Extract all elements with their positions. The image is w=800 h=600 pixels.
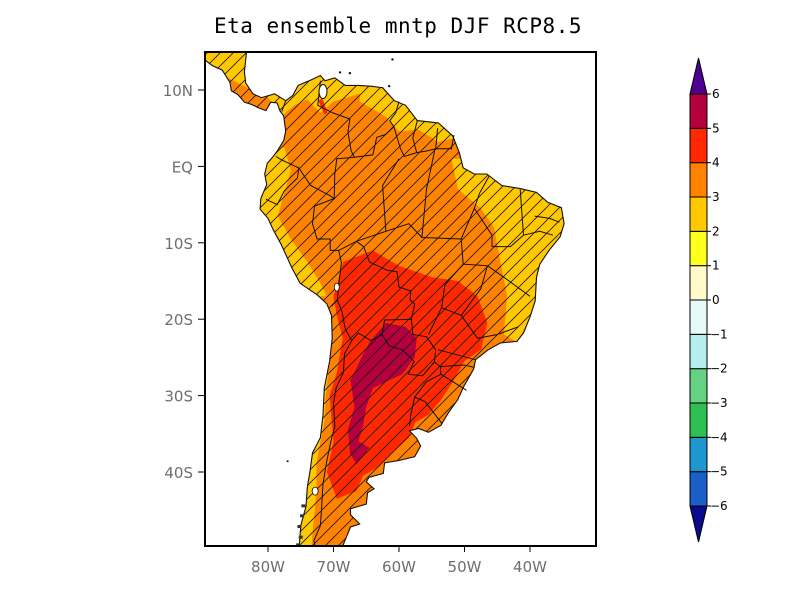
y-tick-label: 30S — [164, 388, 193, 406]
border-paraguay — [381, 319, 437, 377]
coastline — [206, 53, 565, 546]
colorbar-segment — [689, 471, 708, 507]
state-line-4 — [460, 175, 490, 240]
offshore-island — [286, 460, 289, 463]
y-axis: 10N EQ 10S 20S 30S 40S — [163, 82, 205, 482]
colorbar-label: 2 — [712, 224, 720, 238]
fjord-island — [300, 514, 305, 518]
caribbean-island — [391, 58, 394, 61]
colorbar-label: −3 — [710, 396, 728, 410]
colorbar-under-arrow — [689, 505, 708, 543]
chiloe-gap — [311, 486, 319, 496]
map-frame — [204, 51, 597, 547]
border-guianas-brazil — [393, 126, 455, 158]
state-line-7 — [428, 307, 443, 335]
colorbar-label: −6 — [710, 499, 728, 513]
lake-maracaibo — [318, 84, 328, 100]
y-tick-label: EQ — [172, 158, 193, 176]
chart-title-text: Eta ensemble mntp DJF RCP8.5 — [213, 14, 582, 38]
caribbean-island — [348, 71, 352, 75]
border-venezuela-guyana-brazil — [354, 101, 400, 158]
colorbar-segment — [689, 162, 708, 198]
chart-title: Eta ensemble mntp DJF RCP8.5 — [0, 14, 800, 38]
caribbean-island — [378, 28, 380, 30]
colorbar-label: −4 — [710, 430, 728, 444]
state-line-2 — [382, 158, 400, 232]
colorbar-segment — [689, 127, 708, 164]
caribbean-island — [338, 71, 342, 74]
state-line-11 — [523, 230, 554, 236]
fjord-island — [298, 535, 303, 539]
fjord-island — [301, 504, 306, 508]
colorbar: −6 −5 −4 −3 −2 −1 0 1 2 3 4 5 6 — [689, 57, 728, 543]
y-tick-label: 40S — [164, 464, 193, 482]
country-borders — [265, 80, 560, 546]
state-line-6 — [441, 263, 488, 317]
fjord-island — [295, 548, 299, 551]
border-uruguay-argentina — [409, 396, 416, 427]
colorbar-segment — [689, 299, 708, 335]
colorbar-label: 5 — [712, 121, 720, 135]
colorbar-label: 6 — [712, 87, 720, 101]
colorbar-label: 0 — [712, 293, 720, 307]
border-colombia-venezuela — [317, 80, 355, 158]
y-tick-label: 10N — [163, 82, 193, 100]
border-chile-argentina — [313, 299, 353, 546]
border-panama-colombia — [281, 100, 287, 112]
colorbar-label: 3 — [712, 190, 720, 204]
state-line-12 — [440, 364, 474, 368]
colorbar-label: 1 — [712, 259, 720, 273]
caribbean-island — [387, 84, 391, 88]
y-tick-label: 10S — [164, 235, 193, 253]
colorbar-label: −2 — [710, 362, 728, 376]
colorbar-segment — [689, 333, 708, 370]
fjord-island — [296, 543, 301, 546]
border-bolivia — [338, 240, 416, 342]
y-tick-label: 20S — [164, 311, 193, 329]
colorbar-over-arrow — [689, 57, 708, 95]
colorbar-segment — [689, 436, 708, 473]
significance-hatching — [206, 53, 565, 546]
colorbar-segment — [689, 368, 708, 404]
colorbar-segment — [689, 93, 708, 129]
hispaniola — [307, 17, 343, 29]
x-tick-label: 60W — [382, 558, 416, 576]
x-tick-label: 50W — [448, 558, 482, 576]
border-guyana-suriname — [412, 120, 418, 153]
state-line-8 — [460, 315, 519, 339]
state-line-13 — [440, 373, 467, 391]
x-tick-label: 80W — [251, 558, 285, 576]
x-tick-label: 70W — [317, 558, 351, 576]
state-line-9 — [487, 265, 531, 297]
islands — [286, 17, 394, 553]
fjord-island — [302, 550, 306, 553]
colorbar-label: −1 — [710, 327, 728, 341]
border-ecuador-peru — [265, 167, 300, 206]
colorbar-segment — [689, 196, 708, 232]
colorbar-segment — [689, 230, 708, 267]
map-plot-area — [206, 17, 565, 553]
fjord-island — [297, 525, 302, 529]
caribbean-island — [385, 35, 387, 37]
lake-titicaca — [333, 282, 340, 292]
land-fill — [206, 53, 565, 546]
colorbar-segment — [689, 402, 708, 438]
colorbar-label: 4 — [712, 156, 720, 170]
caribbean-island — [390, 47, 392, 49]
state-line-10 — [534, 215, 560, 223]
x-tick-label: 40W — [513, 558, 547, 576]
caribbean-island — [368, 26, 370, 28]
colorbar-segment — [689, 265, 708, 301]
colorbar-label: −5 — [710, 465, 728, 479]
border-colombia-south — [275, 156, 355, 200]
state-line-14 — [438, 349, 476, 361]
state-line-5 — [473, 189, 525, 248]
state-line-3 — [421, 148, 436, 238]
x-axis: 80W 70W 60W 50W 40W — [251, 546, 547, 576]
border-suriname-guiana — [435, 128, 439, 149]
